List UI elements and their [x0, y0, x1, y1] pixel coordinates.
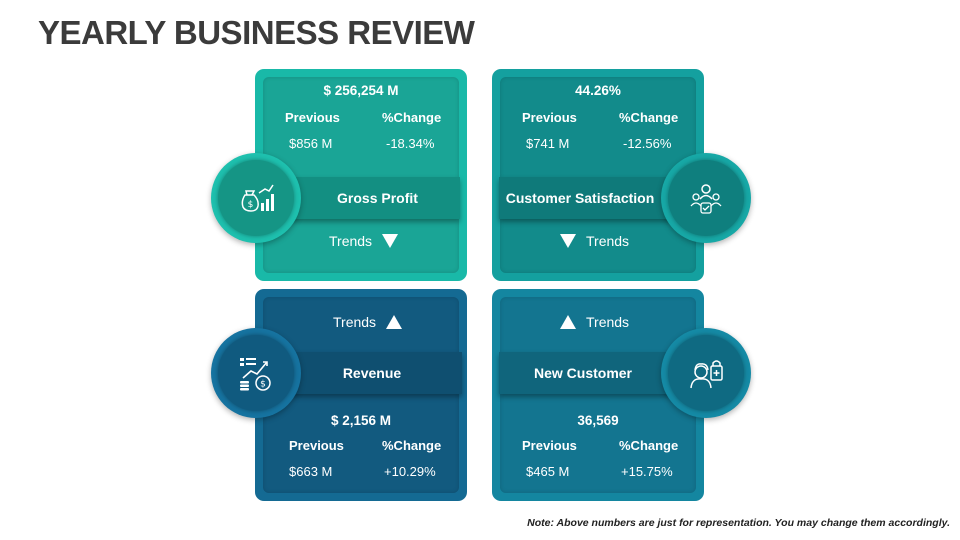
customer-satisfaction-change-value: -12.56%: [623, 136, 672, 151]
new-customer-value: 36,569: [577, 413, 619, 428]
gross-profit-change-label: %Change: [382, 110, 442, 125]
trend-down-icon: [560, 234, 576, 248]
customer-satisfaction-value: 44.26%: [575, 83, 621, 98]
customer-satisfaction-trend: Trends: [560, 233, 629, 249]
customer-satisfaction-icon: [690, 184, 722, 214]
new-customer-name: New Customer: [533, 365, 633, 381]
customer-satisfaction-icon-circle: [661, 153, 751, 243]
gross-profit-name: Gross Profit: [337, 190, 418, 206]
trend-label: Trends: [586, 314, 630, 330]
new-customer-icon-circle: [661, 328, 751, 418]
revenue-value: $ 2,156 M: [330, 413, 392, 428]
revenue-previous-label: Previous: [289, 438, 344, 453]
svg-text:$: $: [248, 200, 254, 210]
new-customer-previous-label: Previous: [522, 438, 577, 453]
trend-up-icon: [386, 315, 403, 329]
customer-satisfaction-name: Customer Satisfaction: [505, 190, 655, 206]
gross-profit-trend: Trends: [329, 233, 399, 249]
revenue-change-label: %Change: [382, 438, 442, 453]
revenue-trend: Trends: [333, 314, 403, 330]
revenue-name: Revenue: [342, 365, 402, 381]
customer-satisfaction-previous-value: $741 M: [526, 136, 570, 151]
revenue-icon-circle: $: [211, 328, 301, 418]
customer-satisfaction-previous-label: Previous: [522, 110, 577, 125]
revenue-chart-icon: $: [240, 358, 271, 391]
trend-label: Trends: [329, 233, 373, 249]
new-customer-change-label: %Change: [619, 438, 679, 453]
gross-profit-change-value: -18.34%: [386, 136, 435, 151]
gross-profit-previous-value: $856 M: [289, 136, 333, 151]
revenue-previous-value: $663 M: [289, 464, 333, 479]
page-title: YEARLY BUSINESS REVIEW: [38, 14, 475, 51]
gross-profit-card: $ 256,254 M Previous %Change $856 M -18.…: [255, 69, 467, 281]
money-bag-growth-icon: $: [241, 184, 274, 212]
gross-profit-icon-circle: $: [211, 153, 301, 243]
trend-up-icon: [560, 315, 576, 329]
new-customer-previous-value: $465 M: [526, 464, 570, 479]
footnote: Note: Above numbers are just for represe…: [527, 517, 950, 529]
revenue-change-value: +10.29%: [384, 464, 436, 479]
svg-text:$: $: [260, 380, 266, 390]
trend-down-icon: [382, 234, 399, 248]
gross-profit-previous-label: Previous: [285, 110, 340, 125]
new-customer-card: Trends 36,569 Previous %Change $465 M +1…: [492, 289, 704, 501]
gross-profit-value: $ 256,254 M: [323, 83, 399, 98]
customer-satisfaction-change-label: %Change: [619, 110, 679, 125]
trend-label: Trends: [586, 233, 630, 249]
new-customer-change-value: +15.75%: [621, 464, 673, 479]
trend-label: Trends: [333, 314, 377, 330]
new-customer-trend: Trends: [560, 314, 629, 330]
new-customer-icon: [690, 360, 723, 389]
